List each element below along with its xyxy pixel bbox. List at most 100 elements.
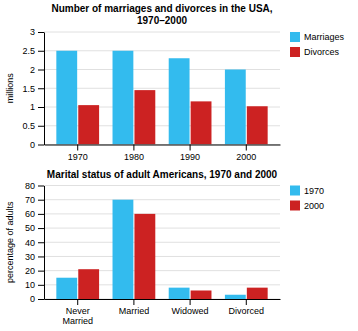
tick-mark bbox=[38, 214, 44, 215]
tick: 0 bbox=[30, 140, 44, 150]
bar bbox=[113, 51, 134, 145]
bars bbox=[56, 51, 267, 145]
panel: Marital status of adult Americans, 1970 … bbox=[5, 169, 324, 327]
legend: 19702000 bbox=[290, 186, 324, 211]
tick-mark bbox=[38, 145, 44, 146]
tick: Married bbox=[119, 299, 150, 316]
tick-label: 70 bbox=[25, 195, 35, 205]
legend-swatch bbox=[290, 186, 300, 196]
tick-mark bbox=[38, 88, 44, 89]
tick-label: 10 bbox=[25, 280, 35, 290]
bar-series bbox=[56, 51, 245, 145]
tick-label: 1980 bbox=[124, 152, 144, 162]
tick: Widowed bbox=[172, 299, 209, 316]
legend: Marriages Divorces bbox=[290, 32, 345, 57]
tick-label: 0 bbox=[30, 294, 35, 304]
x-axis: 1970198019902000 bbox=[45, 145, 281, 162]
tick: Divorced bbox=[229, 299, 265, 316]
grid-line bbox=[44, 185, 280, 186]
chart-title: Marital status of adult Americans, 1970 … bbox=[47, 169, 278, 180]
tick-label: 50 bbox=[25, 223, 35, 233]
bars bbox=[56, 200, 267, 299]
tick: 2 bbox=[30, 65, 44, 75]
tick: 1990 bbox=[180, 145, 200, 162]
tick-label: Divorced bbox=[229, 306, 265, 316]
tick: 1980 bbox=[124, 145, 144, 162]
tick: 2000 bbox=[236, 145, 256, 162]
bar bbox=[169, 58, 190, 144]
tick-label: 30 bbox=[25, 252, 35, 262]
chart-title: Number of marriages and divorces in the … bbox=[51, 3, 272, 26]
bar bbox=[56, 51, 77, 145]
tick: 80 bbox=[25, 181, 44, 191]
grid bbox=[44, 186, 280, 300]
tick-label: 1990 bbox=[180, 152, 200, 162]
bar bbox=[225, 70, 246, 145]
tick-label: 60 bbox=[25, 209, 35, 219]
tick-mark bbox=[38, 186, 44, 187]
grid-line bbox=[44, 256, 280, 257]
tick-mark bbox=[38, 51, 44, 52]
legend-swatch bbox=[290, 47, 300, 57]
tick-mark bbox=[133, 299, 134, 305]
tick: 20 bbox=[25, 266, 44, 276]
tick: 30 bbox=[25, 252, 44, 262]
legend-item: 2000 bbox=[290, 201, 324, 211]
bar bbox=[113, 200, 134, 299]
bar bbox=[134, 214, 155, 299]
grid bbox=[44, 32, 280, 145]
tick-label: 20 bbox=[25, 266, 35, 276]
tick-label: Married bbox=[119, 306, 150, 316]
bar bbox=[247, 106, 268, 144]
bar bbox=[191, 290, 212, 299]
tick-mark bbox=[77, 299, 78, 305]
tick-mark bbox=[133, 145, 134, 151]
axis-line bbox=[44, 33, 45, 146]
tick-label: 0.5 bbox=[22, 121, 35, 131]
legend-item: Marriages bbox=[290, 32, 345, 42]
tick: 40 bbox=[25, 238, 44, 248]
grid-line bbox=[44, 199, 280, 200]
legend-label: 2000 bbox=[304, 201, 324, 211]
tick: 1.5 bbox=[22, 84, 44, 94]
chart-root: Number of marriages and divorces in the … bbox=[0, 0, 358, 331]
tick: 50 bbox=[25, 223, 44, 233]
tick: 3 bbox=[30, 27, 44, 37]
tick: 60 bbox=[25, 209, 44, 219]
tick-mark bbox=[38, 126, 44, 127]
y-axis: 00.511.522.53 bbox=[22, 27, 44, 150]
bar bbox=[134, 90, 155, 144]
tick-mark bbox=[38, 70, 44, 71]
y-axis: 0 10 20 30 40 50 60 70 80 bbox=[25, 181, 45, 305]
tick-label: 0 bbox=[30, 140, 35, 150]
tick-label: NeverMarried bbox=[62, 306, 93, 326]
legend-swatch bbox=[290, 32, 300, 42]
tick-label: 2 bbox=[30, 65, 35, 75]
tick-mark bbox=[38, 285, 44, 286]
legend-item: Divorces bbox=[290, 47, 340, 57]
tick: 10 bbox=[25, 280, 44, 290]
bar bbox=[191, 101, 212, 144]
bar bbox=[169, 288, 190, 299]
axis-line bbox=[45, 299, 281, 300]
tick-mark bbox=[38, 200, 44, 201]
tick: 1 bbox=[30, 102, 44, 112]
grid-line bbox=[44, 242, 280, 243]
bar bbox=[56, 278, 77, 299]
tick-label: 40 bbox=[25, 238, 35, 248]
tick: 0.5 bbox=[22, 121, 44, 131]
tick-mark bbox=[38, 228, 44, 229]
bar-series bbox=[78, 214, 267, 299]
tick-mark bbox=[38, 256, 44, 257]
tick-mark bbox=[190, 299, 191, 305]
panel: Number of marriages and divorces in the … bbox=[5, 3, 344, 162]
tick-label: 2000 bbox=[236, 152, 256, 162]
y-axis-title: millions bbox=[5, 73, 15, 104]
grid-line bbox=[44, 213, 280, 214]
tick-mark bbox=[38, 107, 44, 108]
tick-mark bbox=[190, 145, 191, 151]
tick-mark bbox=[38, 32, 44, 33]
legend-label: Divorces bbox=[304, 47, 340, 57]
axis-line bbox=[45, 145, 281, 146]
grid-line bbox=[44, 50, 280, 51]
